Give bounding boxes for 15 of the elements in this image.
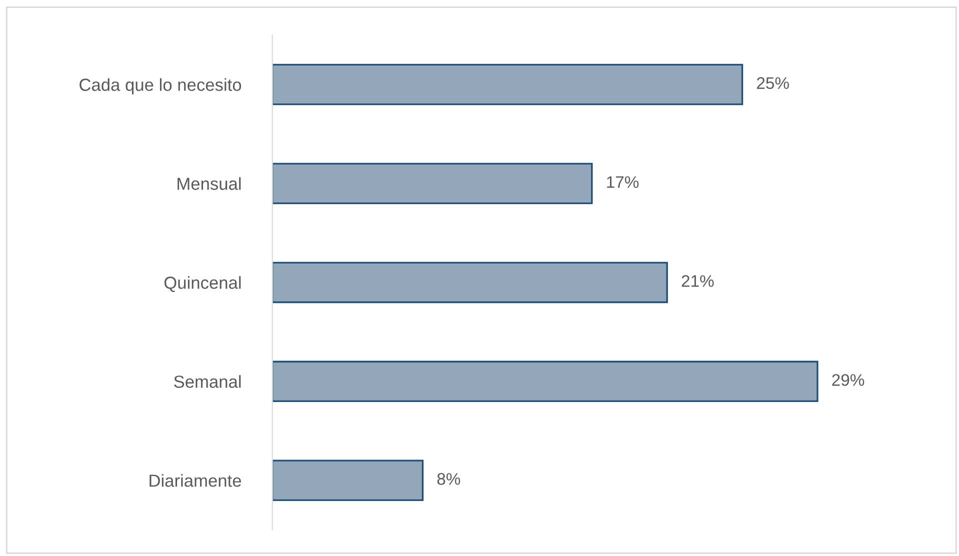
data-label: 8% — [437, 473, 460, 485]
bar — [272, 162, 593, 204]
y-tick-label: Mensual — [178, 177, 241, 190]
y-tick-label: Diariamente — [150, 474, 242, 487]
data-label: 17% — [607, 176, 639, 188]
data-label: 29% — [832, 374, 864, 386]
y-tick-label: Quincenal — [164, 276, 241, 292]
bar — [272, 262, 668, 304]
y-tick-label: Cada que lo necesito — [80, 78, 242, 94]
y-tick-label: Semanal — [174, 375, 241, 388]
data-label: 21% — [682, 275, 714, 287]
data-label: 25% — [757, 77, 789, 89]
bar — [272, 360, 818, 402]
bar — [272, 64, 744, 106]
bar — [272, 460, 424, 502]
